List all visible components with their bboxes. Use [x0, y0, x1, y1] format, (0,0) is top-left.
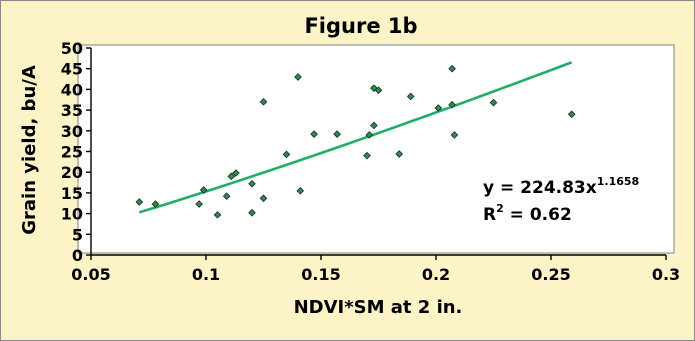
data-point [232, 169, 240, 177]
y-axis-label: Grain yield, bu/A [19, 65, 40, 235]
plot-area [77, 44, 675, 254]
data-point [199, 186, 208, 194]
chart-title: Figure 1b [304, 14, 417, 38]
r2-value: = 0.62 [504, 205, 572, 225]
data-points [135, 64, 576, 219]
data-point [489, 98, 498, 107]
data-point [333, 130, 341, 138]
data-point [248, 208, 256, 217]
y-tick-label: 45 [61, 60, 83, 79]
data-point [448, 100, 456, 109]
y-tick-label: 15 [61, 184, 83, 203]
data-point [434, 104, 443, 112]
data-point [222, 192, 231, 201]
y-tick-label: 30 [61, 122, 83, 141]
y-tick-label: 50 [61, 39, 83, 58]
data-point [363, 151, 371, 160]
data-point [406, 92, 415, 101]
data-point [259, 97, 268, 106]
data-point [259, 194, 268, 203]
y-tick-label: 20 [61, 163, 83, 182]
data-point [310, 130, 318, 138]
data-point [448, 64, 456, 73]
x-tick-label: 0.05 [71, 265, 110, 284]
y-tick-label: 10 [61, 205, 83, 224]
data-point [365, 131, 374, 139]
data-point [135, 198, 144, 206]
trendline-equation: y = 224.83x1.1658 [483, 175, 639, 198]
x-axis-label: NDVI*SM at 2 in. [294, 297, 463, 318]
data-point [374, 86, 383, 95]
data-point [195, 200, 203, 208]
data-point [395, 150, 404, 158]
data-point [450, 131, 459, 139]
data-point [227, 172, 236, 181]
data-point [248, 179, 256, 188]
y-tick-label: 40 [61, 80, 83, 99]
equation-prefix: y = 224.83x [483, 178, 597, 198]
x-tick-label: 0.1 [192, 265, 220, 284]
equation-exponent: 1.1658 [597, 175, 639, 188]
trendline [138, 61, 573, 214]
data-point [151, 200, 160, 208]
x-tick-label: 0.15 [301, 265, 340, 284]
data-point [296, 186, 305, 195]
data-point [370, 84, 378, 92]
data-point [370, 121, 378, 130]
x-tick-label: 0.3 [652, 265, 680, 284]
r-squared-label: R2 = 0.62 [483, 202, 572, 225]
data-point [567, 110, 576, 119]
y-tick-label: 5 [72, 225, 83, 244]
y-tick-label: 25 [61, 143, 83, 162]
x-tick-label: 0.2 [422, 265, 450, 284]
x-axis-ticks: 0.05 0.1 0.15 0.2 0.25 0.3 [71, 255, 680, 284]
r2-exponent: 2 [496, 202, 504, 215]
data-point [294, 73, 302, 81]
r2-prefix: R [483, 205, 496, 225]
x-tick-label: 0.25 [531, 265, 570, 284]
y-tick-label: 0 [72, 246, 83, 265]
data-point [282, 150, 291, 159]
data-point [213, 211, 222, 219]
y-tick-label: 35 [61, 101, 83, 120]
